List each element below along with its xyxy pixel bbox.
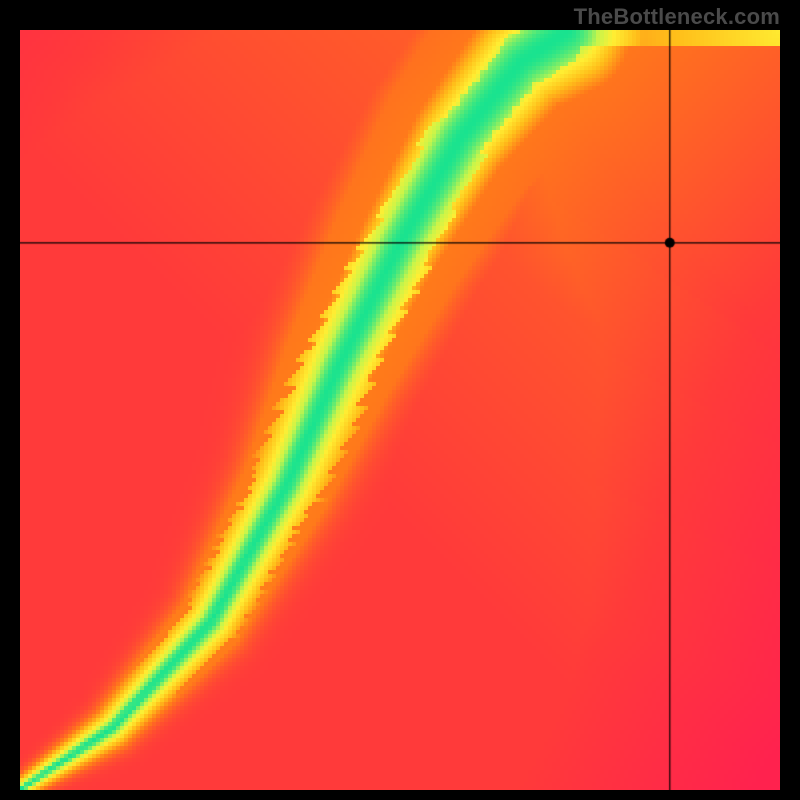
watermark-text: TheBottleneck.com [574, 4, 780, 30]
crosshair-overlay [20, 30, 780, 790]
